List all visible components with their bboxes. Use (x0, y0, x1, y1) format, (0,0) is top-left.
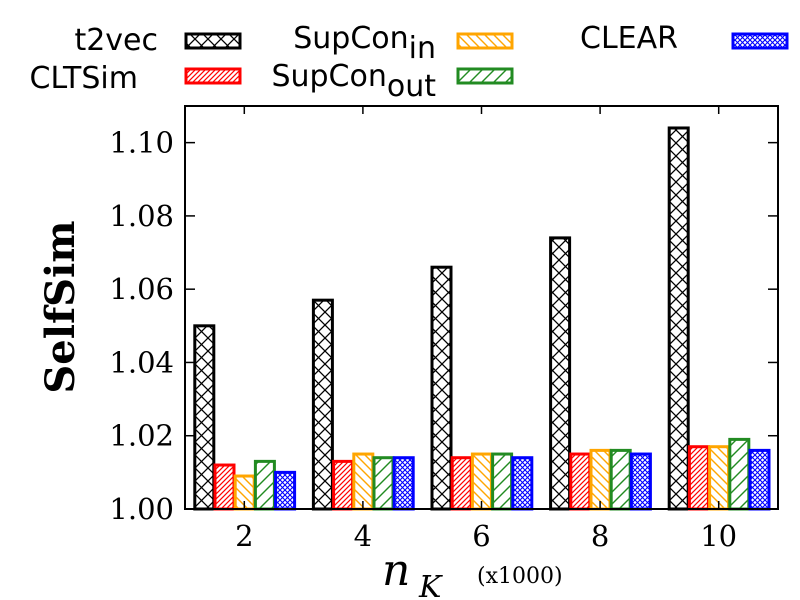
bar-supcon-in-4 (352, 452, 375, 511)
bar-supcon-out-6 (491, 452, 514, 511)
plot-frame (184, 105, 779, 510)
bar-clear-10 (748, 448, 771, 511)
bar-supcon-in-8 (589, 448, 612, 511)
legend-swatch (456, 67, 514, 85)
bar-supcon-out-8 (609, 448, 632, 511)
x-tick-label: 6 (472, 519, 490, 553)
legend-swatch (184, 67, 242, 85)
bar-t2vec-6 (430, 265, 453, 511)
bars (193, 126, 771, 511)
bar-cltsim-10 (687, 445, 710, 511)
legend-label: CLTSim (30, 61, 138, 96)
legend-swatch (731, 32, 789, 50)
legend-swatch (456, 32, 514, 50)
bar-cltsim-4 (332, 459, 355, 511)
legend-label: t2vec (74, 23, 158, 58)
bar-cltsim-6 (450, 456, 473, 511)
y-tick-label: 1.08 (109, 199, 174, 233)
legend-label: CLEAR (580, 21, 678, 56)
bar-supcon-in-10 (708, 445, 731, 511)
bar-clear-4 (392, 456, 415, 511)
legend-label: SupConin (293, 21, 436, 66)
bar-t2vec-8 (549, 236, 572, 511)
x-tick-label: 10 (700, 519, 737, 553)
x-axis: 2 4 6 8 10 (235, 106, 737, 553)
bar-clear-2 (274, 470, 297, 511)
bar-cltsim-2 (213, 463, 236, 511)
bar-cltsim-8 (569, 452, 592, 511)
bar-supcon-in-6 (470, 452, 493, 511)
bar-clear-8 (629, 452, 652, 511)
legend-label: SupConout (271, 59, 436, 104)
y-axis: 1.00 1.02 1.04 1.06 1.08 1.10 (109, 126, 778, 526)
bar-supcon-out-10 (728, 437, 751, 511)
x-tick-label: 4 (354, 519, 372, 553)
bar-t2vec-2 (193, 324, 216, 511)
x-tick-label: 2 (235, 519, 253, 553)
x-axis-label-subscript: K (418, 570, 443, 600)
bar-clear-6 (511, 456, 534, 511)
x-axis-unit: (x1000) (477, 564, 563, 589)
y-tick-label: 1.06 (109, 272, 174, 306)
y-tick-label: 1.02 (109, 419, 174, 453)
bar-t2vec-4 (311, 298, 334, 511)
legend-swatch (184, 32, 242, 50)
bar-supcon-out-2 (253, 459, 276, 511)
y-tick-label: 1.04 (109, 345, 174, 379)
bar-supcon-out-4 (372, 456, 395, 511)
y-tick-label: 1.10 (109, 126, 174, 160)
bar-t2vec-10 (667, 126, 690, 511)
x-axis-label: n (382, 545, 410, 596)
y-tick-label: 1.00 (109, 492, 174, 526)
x-tick-label: 8 (591, 519, 609, 553)
y-axis-label: SelfSim (37, 220, 84, 393)
